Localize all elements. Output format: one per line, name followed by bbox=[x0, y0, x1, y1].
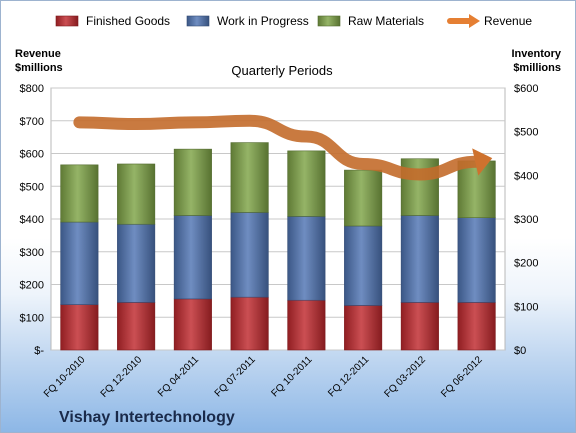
bar-work-in-progress bbox=[173, 215, 212, 300]
legend-swatch-raw-materials bbox=[317, 15, 341, 27]
plot-title: Quarterly Periods bbox=[231, 63, 333, 78]
bar-finished-goods bbox=[344, 305, 383, 351]
left-axis-tick-label: $200 bbox=[20, 280, 44, 292]
right-axis-title-line1: Inventory bbox=[511, 48, 561, 60]
bar-raw-materials bbox=[117, 163, 156, 225]
left-axis-tick-label: $800 bbox=[20, 83, 44, 95]
left-axis-tick-label: $- bbox=[34, 345, 44, 357]
x-tick-label: FQ 12-2010 bbox=[99, 354, 145, 400]
revenue-arrowhead bbox=[472, 148, 493, 176]
right-axis-tick-label: $600 bbox=[514, 83, 538, 95]
x-tick-label: FQ 10-2010 bbox=[42, 354, 88, 400]
bar-work-in-progress bbox=[287, 216, 326, 301]
left-axis-title-line1: Revenue bbox=[15, 48, 61, 60]
left-axis-tick-label: $400 bbox=[20, 214, 44, 226]
legend-label: Revenue bbox=[484, 14, 532, 28]
x-tick-label: FQ 10-2011 bbox=[270, 354, 315, 399]
bar-finished-goods bbox=[60, 304, 99, 351]
left-axis-tick-label: $600 bbox=[20, 149, 44, 161]
x-tick-label: FQ 04-2011 bbox=[156, 354, 201, 399]
bar-raw-materials bbox=[60, 164, 99, 223]
legend-swatch-work-in-progress bbox=[186, 15, 210, 27]
bar-work-in-progress bbox=[344, 225, 383, 306]
bar-work-in-progress bbox=[230, 212, 269, 298]
company-name: Vishay Intertechnology bbox=[59, 409, 235, 426]
bar-raw-materials bbox=[457, 160, 496, 218]
bar-finished-goods bbox=[173, 298, 212, 351]
left-axis-tick-label: $700 bbox=[20, 116, 44, 128]
legend-arrowhead-revenue bbox=[469, 14, 480, 28]
bar-finished-goods bbox=[400, 302, 439, 351]
right-axis-title-line2: $millions bbox=[513, 62, 561, 74]
right-axis-tick-label: $100 bbox=[514, 301, 538, 313]
legend-label: Finished Goods bbox=[86, 14, 170, 28]
right-axis-tick-label: $0 bbox=[514, 345, 526, 357]
plot-area: $- $100 $200 $300 $400 $500 $600 $700 $800 $0 $100… bbox=[20, 83, 539, 400]
bar-raw-materials bbox=[230, 142, 269, 213]
x-tick-label: FQ 03-2012 bbox=[382, 354, 428, 400]
left-axis-tick-label: $300 bbox=[20, 247, 44, 259]
bar-finished-goods bbox=[230, 296, 269, 351]
bar-work-in-progress bbox=[400, 215, 439, 303]
bar-finished-goods bbox=[287, 299, 326, 351]
x-tick-label: FQ 07-2011 bbox=[213, 354, 258, 399]
bar-raw-materials bbox=[344, 169, 383, 227]
right-axis-tick-label: $200 bbox=[514, 258, 538, 270]
bar-finished-goods bbox=[117, 302, 156, 351]
x-tick-label: FQ 06-2012 bbox=[439, 354, 485, 400]
bar-work-in-progress bbox=[457, 217, 496, 303]
bar-work-in-progress bbox=[117, 223, 156, 303]
legend-swatch-finished-goods bbox=[55, 15, 79, 27]
right-axis-tick-label: $500 bbox=[514, 127, 538, 139]
left-axis-tick-label: $500 bbox=[20, 181, 44, 193]
legend-label: Work in Progress bbox=[217, 14, 309, 28]
x-tick-label: FQ 12-2011 bbox=[326, 354, 371, 399]
right-axis-tick-label: $300 bbox=[514, 214, 538, 226]
bar-work-in-progress bbox=[60, 221, 99, 305]
bar-raw-materials bbox=[287, 150, 326, 217]
right-axis-tick-label: $400 bbox=[514, 170, 538, 182]
bar-raw-materials bbox=[173, 148, 212, 216]
left-axis-title-line2: $millions bbox=[15, 62, 63, 74]
legend: Finished Goods Work in Progress Raw Materi… bbox=[55, 14, 532, 28]
revenue-line bbox=[73, 114, 483, 181]
legend-label: Raw Materials bbox=[348, 14, 424, 28]
bar-finished-goods bbox=[457, 302, 496, 351]
left-axis-tick-label: $100 bbox=[20, 312, 44, 324]
